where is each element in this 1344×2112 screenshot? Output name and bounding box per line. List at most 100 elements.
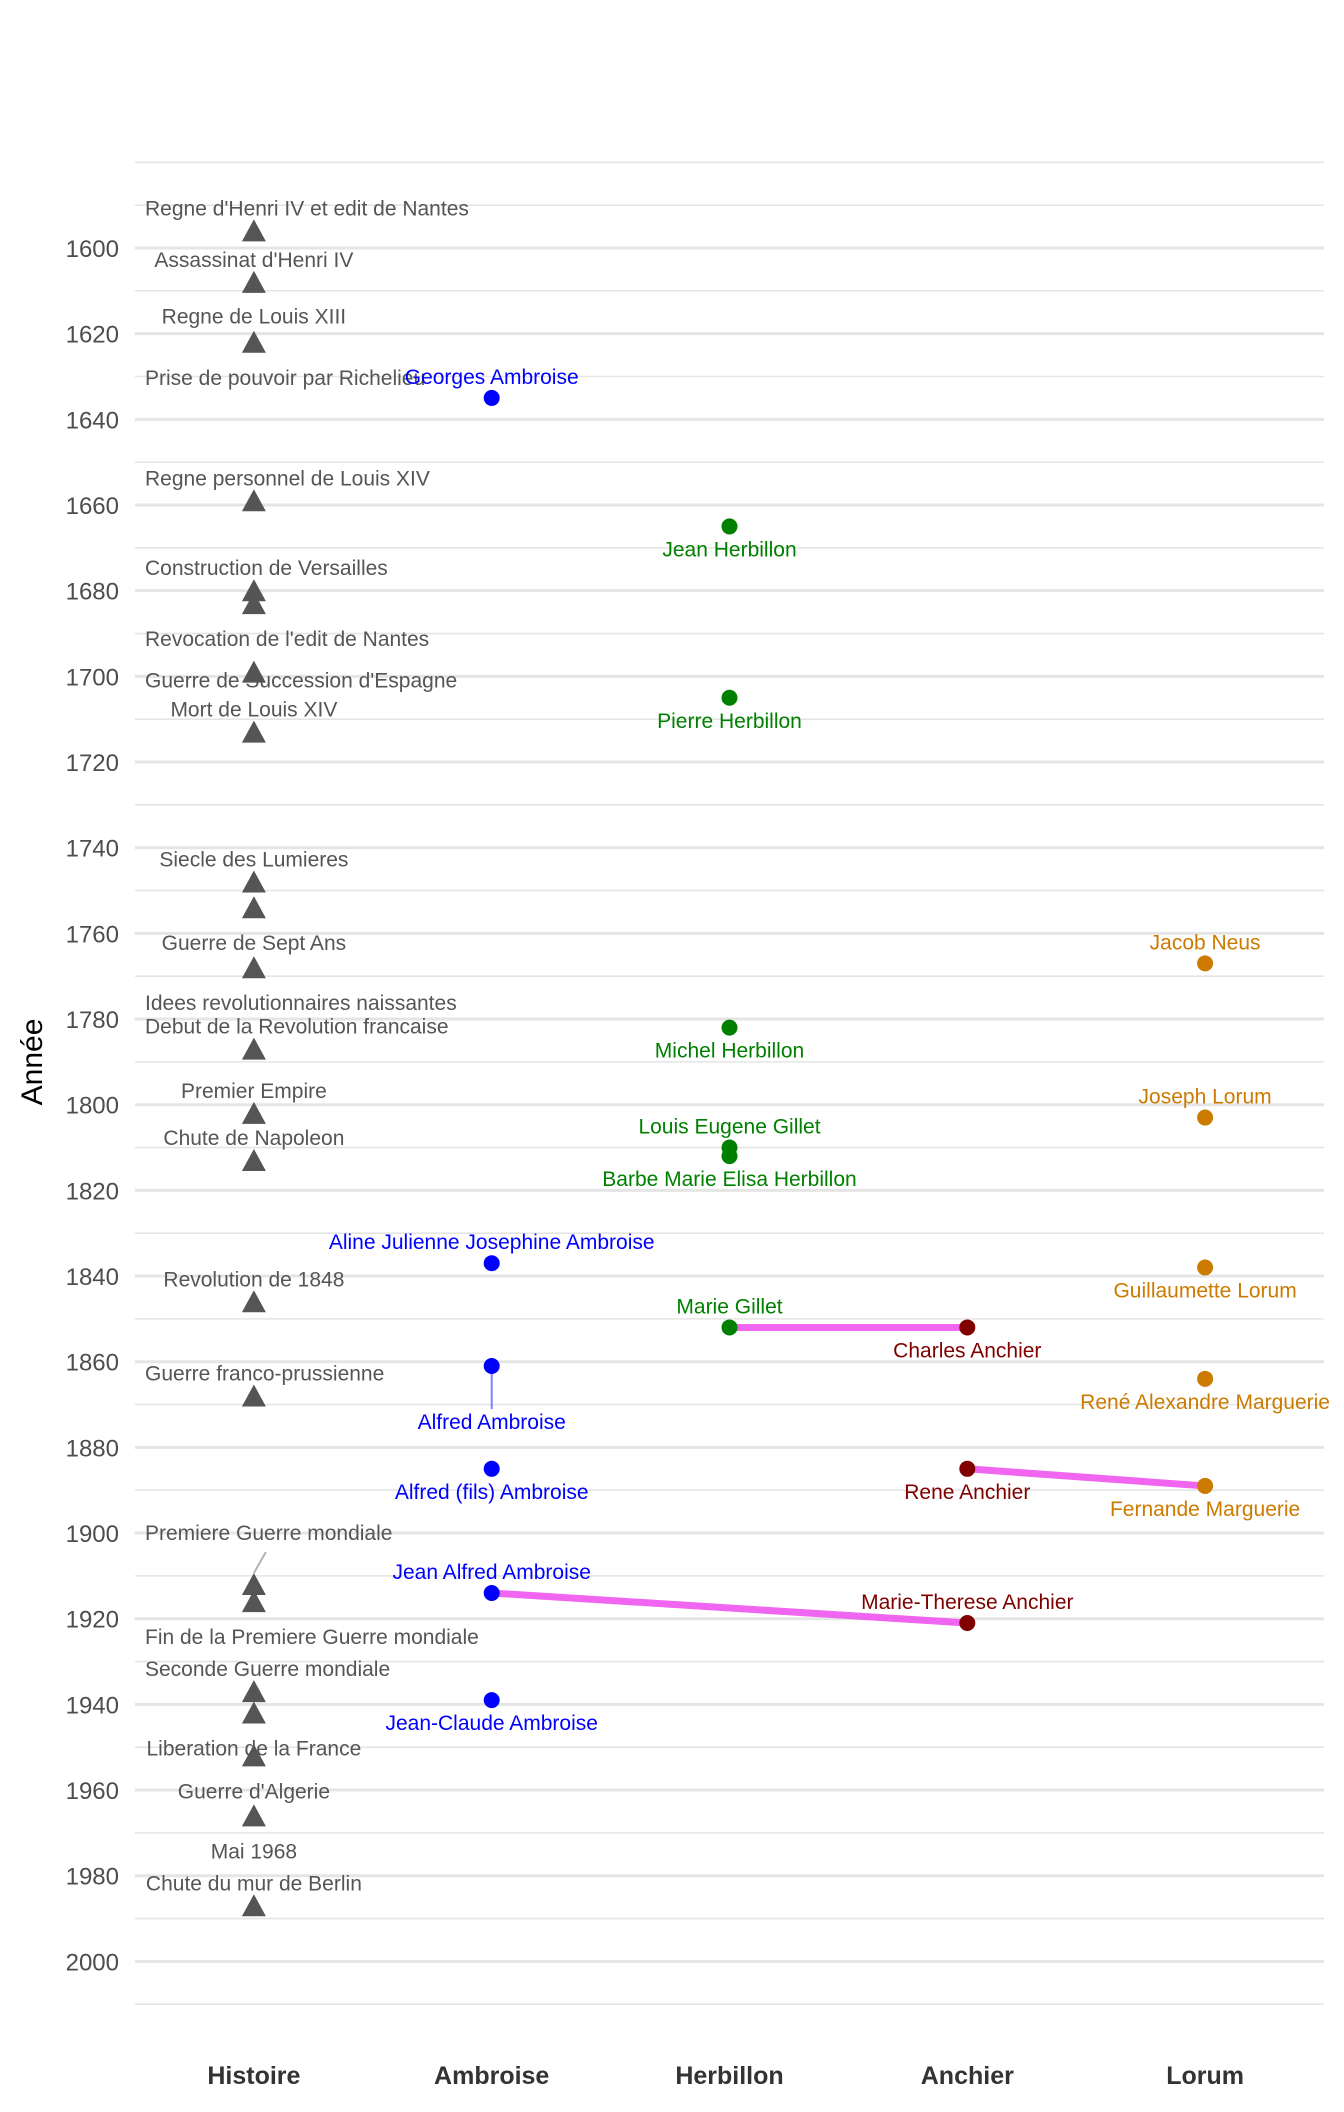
person-point (483, 1460, 500, 1477)
person-label: Marie Gillet (676, 1295, 782, 1318)
event-label: Construction de Versailles (145, 557, 388, 580)
person-label: Marie-Therese Anchier (861, 1591, 1073, 1614)
event-triangle (241, 956, 266, 979)
person-label: Georges Ambroise (405, 366, 579, 389)
event-triangle (241, 1701, 266, 1724)
event-label: Regne d'Henri IV et edit de Nantes (145, 197, 469, 220)
link-line (967, 1465, 1206, 1490)
event-label: Siecle des Lumieres (159, 849, 348, 872)
person-point (721, 1019, 738, 1036)
x-tick-label: Lorum (1166, 2062, 1244, 2090)
person-point (1197, 1109, 1214, 1126)
event-label: Seconde Guerre mondiale (145, 1658, 390, 1681)
event-triangle (241, 1573, 266, 1596)
person-label: Jean-Claude Ambroise (385, 1712, 597, 1735)
person-point (959, 1319, 976, 1336)
event-triangle (241, 592, 266, 615)
person-point (959, 1615, 976, 1632)
person-point (1197, 1370, 1214, 1387)
event-label: Liberation de la France (146, 1738, 361, 1761)
event-label: Guerre d'Algerie (178, 1780, 330, 1803)
person-label: Aline Julienne Josephine Ambroise (329, 1231, 655, 1254)
marriage-links (491, 1323, 1206, 1627)
link-line (491, 1589, 968, 1627)
event-triangle (241, 489, 266, 512)
event-triangle (241, 660, 266, 683)
y-tick-label: 1980 (66, 1864, 119, 1891)
person-label: Louis Eugene Gillet (638, 1116, 820, 1139)
y-tick-label: 1660 (66, 493, 119, 520)
event-label: Prise de pouvoir par Richelieu (145, 367, 425, 390)
event-triangle (241, 1037, 266, 1060)
person-point (721, 1148, 738, 1165)
event-triangle (241, 1590, 266, 1613)
event-triangle (241, 1148, 266, 1171)
x-tick-label: Ambroise (434, 2062, 549, 2090)
event-triangle (241, 1384, 266, 1407)
person-label: Charles Anchier (893, 1339, 1041, 1362)
y-tick-label: 1880 (66, 1435, 119, 1462)
y-tick-label: 1780 (66, 1007, 119, 1034)
event-label: Premier Empire (181, 1080, 327, 1103)
event-label: Idees revolutionnaires naissantes (145, 992, 457, 1015)
event-label: Revolution de 1848 (163, 1268, 344, 1291)
event-label: Guerre de Sept Ans (162, 932, 346, 955)
event-label: Fin de la Premiere Guerre mondiale (145, 1626, 479, 1649)
event-label: Mai 1968 (211, 1840, 297, 1863)
data-marks (241, 219, 1214, 1917)
event-triangle (241, 270, 266, 293)
person-point (483, 389, 500, 406)
y-tick-label: 1700 (66, 664, 119, 691)
person-label: Alfred Ambroise (418, 1411, 566, 1434)
event-triangle (241, 1744, 266, 1767)
label-connector (253, 1551, 267, 1574)
y-tick-label: 1740 (66, 836, 119, 863)
person-point (1197, 955, 1214, 972)
event-label: Chute du mur de Berlin (146, 1872, 362, 1895)
event-triangle (241, 870, 266, 893)
person-point (1197, 1477, 1214, 1494)
y-tick-label: 1820 (66, 1178, 119, 1205)
event-label: Regne personnel de Louis XIV (145, 467, 430, 490)
event-label: Guerre de Succession d'Espagne (145, 670, 457, 693)
y-tick-label: 1900 (66, 1521, 119, 1548)
person-label: Barbe Marie Elisa Herbillon (602, 1168, 856, 1191)
event-label: Revocation de l'edit de Nantes (145, 628, 429, 651)
person-label: Jean Herbillon (662, 538, 796, 561)
y-tick-label: 1640 (66, 407, 119, 434)
person-label: Pierre Herbillon (657, 710, 802, 733)
event-label: Mort de Louis XIV (170, 699, 337, 722)
person-point (483, 1255, 500, 1272)
y-tick-label: 1620 (66, 322, 119, 349)
person-point (721, 689, 738, 706)
y-tick-label: 1720 (66, 750, 119, 777)
event-triangle (241, 896, 266, 919)
y-tick-label: 2000 (66, 1949, 119, 1976)
event-triangle (241, 1804, 266, 1827)
person-point (721, 518, 738, 535)
event-label: Regne de Louis XIII (162, 306, 346, 329)
person-point (959, 1460, 976, 1477)
person-point (483, 1585, 500, 1602)
y-tick-label: 1760 (66, 921, 119, 948)
event-label: Assassinat d'Henri IV (154, 249, 353, 272)
event-triangle (241, 1894, 266, 1917)
person-point (483, 1357, 500, 1374)
person-point (483, 1692, 500, 1709)
event-triangle (241, 1101, 266, 1124)
gridlines (135, 161, 1324, 2006)
y-tick-label: 1920 (66, 1607, 119, 1634)
y-axis: 1600 1620 1640 1660 1680 1700 1720 1740 1760 1780… (66, 236, 119, 1976)
event-label: Premiere Guerre mondiale (145, 1522, 392, 1545)
y-tick-label: 1960 (66, 1778, 119, 1805)
x-tick-label: Histoire (207, 2062, 300, 2090)
person-label: Michel Herbillon (655, 1040, 804, 1063)
y-tick-label: 1860 (66, 1350, 119, 1377)
person-point (1197, 1259, 1214, 1276)
event-triangle (241, 1680, 266, 1703)
y-tick-label: 1600 (66, 236, 119, 263)
data-labels: Regne d'Henri IV et edit de Nantes Assass… (145, 197, 1330, 1895)
event-label: Debut de la Revolution francaise (145, 1016, 449, 1039)
person-label: Joseph Lorum (1139, 1086, 1272, 1109)
